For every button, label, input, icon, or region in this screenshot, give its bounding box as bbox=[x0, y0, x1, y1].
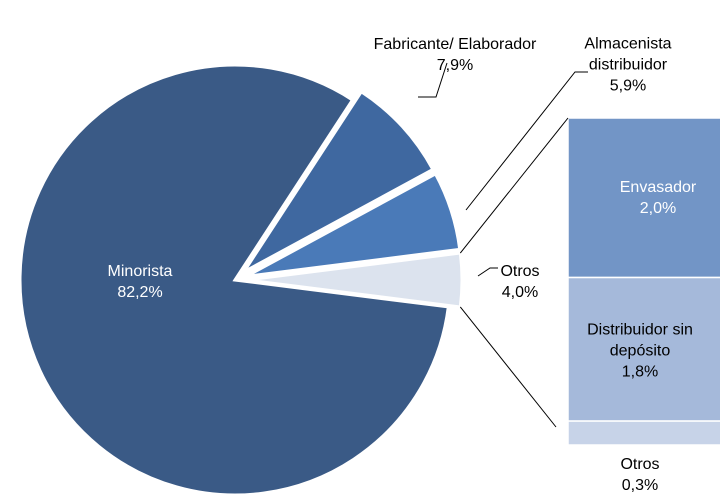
category-label: Fabricante/ Elaborador bbox=[373, 36, 537, 53]
pie-slice bbox=[18, 63, 450, 497]
data-label: Minorista 82,2% bbox=[108, 261, 173, 303]
leader-line bbox=[477, 267, 498, 277]
data-label: Distribuidor sin depósito 1,8% bbox=[565, 320, 715, 383]
value-label: 4,0% bbox=[501, 284, 539, 301]
category-label: Otros bbox=[500, 263, 540, 280]
category-label: Minorista bbox=[107, 263, 173, 280]
category-label: Envasador bbox=[619, 178, 697, 196]
bar-segment bbox=[567, 276, 720, 422]
value-label: 2,0% bbox=[639, 199, 677, 217]
data-label: Fabricante/ Elaborador 7,9% bbox=[374, 34, 537, 76]
value-label: 1,8% bbox=[621, 363, 659, 381]
pie-slice bbox=[245, 171, 462, 278]
data-label: Almacenista distribuidor 5,9% bbox=[582, 34, 674, 97]
connector-line bbox=[459, 306, 557, 428]
pie-slice bbox=[246, 251, 464, 309]
data-label: Envasador 2,0% bbox=[620, 177, 697, 219]
value-label: 5,9% bbox=[609, 77, 647, 95]
leader-line bbox=[418, 62, 448, 98]
connector-line bbox=[459, 117, 569, 254]
value-label: 0,3% bbox=[621, 477, 659, 494]
value-label: 82,2% bbox=[117, 284, 163, 301]
leader-line bbox=[465, 71, 588, 211]
pie-slice bbox=[242, 89, 435, 274]
data-label: Otros 0,3% bbox=[620, 454, 659, 496]
category-label: Almacenista distribuidor bbox=[584, 35, 672, 74]
data-label: Otros 4,0% bbox=[500, 261, 539, 303]
category-label: Distribuidor sin depósito bbox=[587, 321, 693, 360]
value-label: 7,9% bbox=[436, 57, 474, 74]
bar-segment bbox=[567, 420, 720, 446]
category-label: Otros bbox=[620, 456, 660, 473]
